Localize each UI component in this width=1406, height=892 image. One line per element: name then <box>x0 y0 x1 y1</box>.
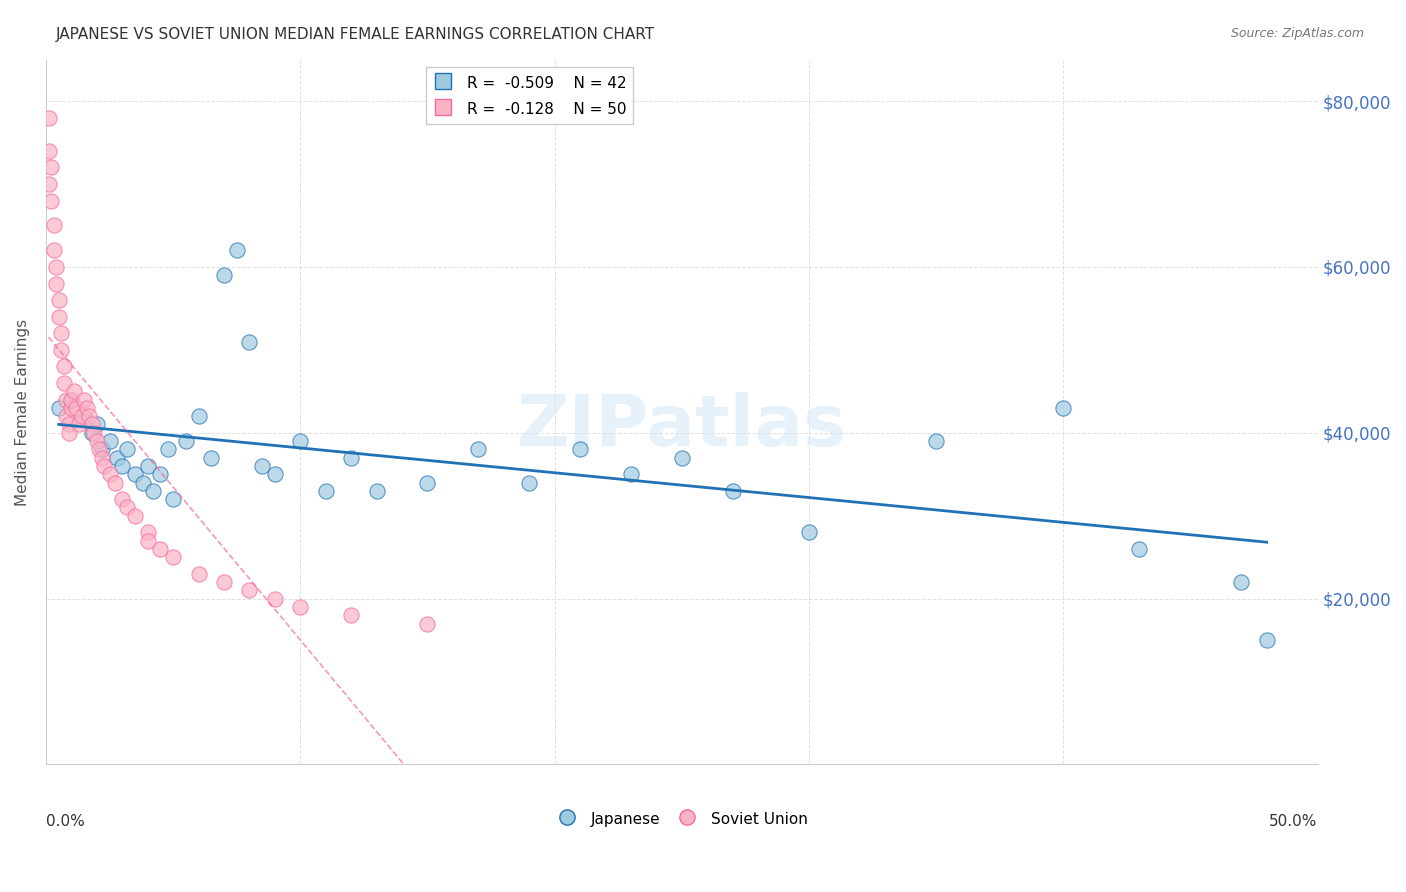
Point <box>73 392 96 407</box>
Point <box>42 244 65 258</box>
Point <box>517 475 540 490</box>
Point <box>366 483 388 498</box>
Point <box>98 467 121 482</box>
Point <box>89 442 111 457</box>
Point <box>45 260 67 274</box>
Point <box>111 458 134 473</box>
Point <box>58 417 80 432</box>
Point <box>48 401 70 415</box>
Point <box>225 244 247 258</box>
Point <box>58 425 80 440</box>
Point <box>38 144 60 158</box>
Point <box>39 194 62 208</box>
Point <box>55 392 77 407</box>
Point <box>60 401 83 415</box>
Point <box>86 434 108 448</box>
Point <box>48 310 70 324</box>
Point <box>157 442 180 457</box>
Point <box>238 583 260 598</box>
Y-axis label: Median Female Earnings: Median Female Earnings <box>15 318 30 506</box>
Point <box>117 442 139 457</box>
Point <box>263 467 285 482</box>
Point <box>60 392 83 407</box>
Point <box>42 219 65 233</box>
Point <box>263 591 285 606</box>
Point <box>721 483 744 498</box>
Point <box>104 475 127 490</box>
Point <box>142 483 165 498</box>
Point <box>250 458 273 473</box>
Point <box>73 409 96 424</box>
Point <box>86 417 108 432</box>
Point <box>63 384 86 399</box>
Point <box>65 401 87 415</box>
Point <box>187 409 209 424</box>
Point <box>467 442 489 457</box>
Point <box>105 450 128 465</box>
Point <box>212 575 235 590</box>
Point <box>149 541 172 556</box>
Point <box>1052 401 1074 415</box>
Point <box>212 268 235 283</box>
Point <box>70 409 93 424</box>
Text: ZIPatlas: ZIPatlas <box>516 392 846 460</box>
Point <box>1256 633 1278 648</box>
Point <box>80 417 103 432</box>
Point <box>38 177 60 191</box>
Text: JAPANESE VS SOVIET UNION MEDIAN FEMALE EARNINGS CORRELATION CHART: JAPANESE VS SOVIET UNION MEDIAN FEMALE E… <box>56 27 655 42</box>
Point <box>98 434 121 448</box>
Point <box>238 334 260 349</box>
Point <box>340 608 363 623</box>
Point <box>51 343 73 357</box>
Point <box>60 392 83 407</box>
Text: 0.0%: 0.0% <box>46 814 84 829</box>
Point <box>93 458 115 473</box>
Point <box>797 525 820 540</box>
Point <box>136 525 159 540</box>
Point <box>925 434 948 448</box>
Point <box>1128 541 1150 556</box>
Point <box>340 450 363 465</box>
Point <box>131 475 153 490</box>
Point <box>83 425 105 440</box>
Point <box>1230 575 1253 590</box>
Legend: Japanese, Soviet Union: Japanese, Soviet Union <box>550 804 814 834</box>
Point <box>45 277 67 291</box>
Point <box>77 409 100 424</box>
Point <box>51 326 73 341</box>
Point <box>315 483 337 498</box>
Point <box>90 442 112 457</box>
Point <box>149 467 172 482</box>
Point <box>136 458 159 473</box>
Point <box>111 492 134 507</box>
Point <box>76 401 98 415</box>
Point <box>52 376 75 390</box>
Point <box>671 450 693 465</box>
Point <box>48 293 70 307</box>
Point <box>162 550 184 565</box>
Point <box>136 533 159 548</box>
Point <box>290 599 312 614</box>
Point <box>39 161 62 175</box>
Point <box>124 467 146 482</box>
Point <box>117 500 139 515</box>
Point <box>52 359 75 374</box>
Point <box>620 467 643 482</box>
Point <box>416 475 439 490</box>
Point <box>162 492 184 507</box>
Point <box>80 425 103 440</box>
Point <box>200 450 222 465</box>
Point <box>290 434 312 448</box>
Point <box>569 442 592 457</box>
Point <box>38 111 60 125</box>
Point <box>67 417 90 432</box>
Text: 50.0%: 50.0% <box>1270 814 1317 829</box>
Point <box>124 508 146 523</box>
Point <box>187 566 209 581</box>
Point <box>416 616 439 631</box>
Point <box>55 409 77 424</box>
Point <box>174 434 197 448</box>
Text: Source: ZipAtlas.com: Source: ZipAtlas.com <box>1230 27 1364 40</box>
Point <box>90 450 112 465</box>
